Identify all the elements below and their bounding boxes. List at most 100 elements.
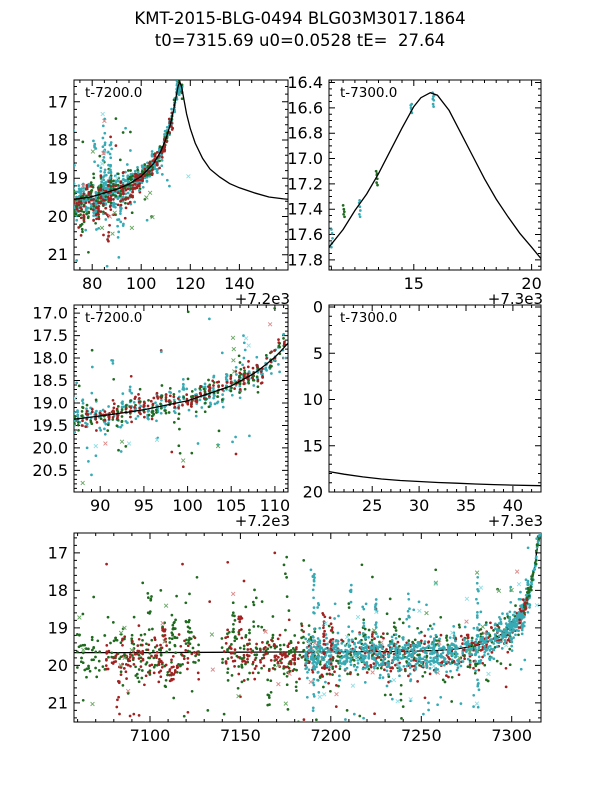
scatter-green-dots	[141, 559, 538, 722]
y-tick-label: 16.8	[287, 124, 323, 143]
axis-offset-label: +7.2e3	[235, 512, 290, 530]
scatter-red-dots	[115, 680, 121, 709]
axis-offset-label: +7.2e3	[235, 290, 290, 308]
scatter-cyan-dots	[507, 585, 513, 628]
y-tick-label: 20	[48, 656, 68, 675]
scatter-cyan-dots	[316, 602, 321, 694]
tick-marks	[74, 80, 288, 271]
scatter-green-dots	[74, 306, 286, 455]
scatter-cyan-dots	[75, 334, 277, 477]
figure-title: KMT-2015-BLG-0494 BLG03M3017.1864	[134, 9, 466, 28]
panel-label: t-7200.0	[85, 310, 142, 326]
axes-box	[328, 304, 542, 493]
scatter-red-dots	[237, 615, 244, 640]
axes-box	[73, 532, 542, 723]
scatter-cyan-dots	[348, 583, 353, 604]
model-curve	[329, 91, 541, 260]
scatter-green-dots	[186, 618, 193, 644]
y-tick-label: 17.4	[287, 200, 323, 219]
scatter-cyan-dots	[304, 546, 532, 722]
scatter-lightred-crosses	[103, 322, 273, 446]
scatter-green-dots	[75, 563, 529, 722]
scatter-green-dots	[251, 588, 258, 628]
scatter-cyan-dots	[105, 83, 182, 268]
panel-top-left: 80 100 120 140 17 18 19 20 21 +7.2e3 t-7200.0	[48, 79, 290, 308]
y-tick-label: 10	[303, 390, 323, 409]
scatter-cyan-dots	[476, 678, 481, 709]
panel-middle-left: 90 95 100 105 110 17.0 17.5 18.0 18.5 19.0 19.5 20.…	[32, 304, 290, 530]
y-tick-label: 17	[48, 543, 68, 562]
x-tick-label: 25	[362, 496, 382, 515]
scatter-cyan-dots	[93, 142, 98, 164]
x-tick-label: 7200	[310, 726, 351, 745]
scatter-cyan-dots	[309, 534, 541, 716]
x-tick-label: 15	[404, 274, 424, 293]
y-tick-label: 21	[48, 245, 68, 264]
axes-box	[73, 304, 289, 493]
scatter-cyan-dots	[409, 102, 414, 115]
scatter-lightgreen-crosses	[90, 149, 155, 236]
scatter-lightcyan-crosses	[307, 581, 540, 706]
axes-box	[328, 79, 542, 271]
panel-middle-right: 25 30 35 40 0 5 10 15 20 +7.3e3 t-7300.0	[303, 298, 543, 531]
scatter-green-dots	[79, 209, 84, 234]
scatter-green-dots	[282, 555, 289, 598]
y-tick-label: 18.0	[32, 349, 68, 368]
panel-bottom: 7100 7150 7200 7250 7300 17 18 19 20 21	[48, 532, 542, 745]
y-tick-label: 20	[48, 207, 68, 226]
scatter-cyan-dots	[311, 572, 316, 712]
y-tick-label: 19.0	[32, 394, 68, 413]
scatter-cyan-dots	[108, 141, 113, 180]
y-tick-label: 19.5	[32, 416, 68, 435]
scatter-green-dots	[525, 535, 541, 605]
y-tick-label: 20	[303, 483, 323, 502]
y-tick-label: 20.0	[32, 438, 68, 457]
y-tick-label: 0	[313, 298, 323, 317]
scatter-red-dots	[105, 551, 527, 718]
x-tick-label: 90	[90, 496, 110, 515]
panel-label: t-7200.0	[85, 85, 142, 101]
y-tick-label: 16.6	[287, 98, 323, 117]
scatter-green-dots	[231, 601, 236, 626]
scatter-green-dots	[266, 678, 273, 707]
x-tick-label: 30	[409, 496, 429, 515]
x-tick-label: 140	[224, 274, 255, 293]
x-tick-label: 120	[175, 274, 206, 293]
y-tick-label: 21	[48, 693, 68, 712]
x-tick-label: 80	[82, 274, 102, 293]
scatter-lightgreen-crosses	[77, 570, 514, 707]
y-tick-label: 17.0	[287, 149, 323, 168]
y-tick-label: 15	[303, 436, 323, 455]
panel-label: t-7300.0	[340, 310, 397, 326]
y-tick-label: 5	[313, 344, 323, 363]
axis-offset-label: +7.3e3	[488, 290, 543, 308]
y-tick-label: 17	[48, 92, 68, 111]
panel-label: t-7300.0	[340, 85, 397, 101]
y-tick-label: 17.2	[287, 174, 323, 193]
scatter-red-dots	[76, 338, 286, 469]
y-tick-label: 16.4	[287, 73, 323, 92]
scatter-green-dots	[77, 354, 243, 455]
x-tick-label: 7150	[220, 726, 261, 745]
y-tick-label: 17.8	[287, 250, 323, 269]
x-tick-label: 7300	[491, 726, 532, 745]
y-tick-label: 17.6	[287, 225, 323, 244]
x-tick-label: 40	[503, 496, 523, 515]
scatter-cyan-dots	[361, 605, 366, 635]
scatter-lightred-crosses	[514, 569, 520, 574]
model-curve	[74, 80, 288, 200]
y-tick-label: 19	[48, 618, 68, 637]
scatter-green-dots	[146, 592, 154, 631]
x-tick-label: 105	[216, 496, 247, 515]
scatter-lightgreen-crosses	[80, 335, 237, 486]
scatter-cyan-dots	[357, 198, 362, 219]
model-curve	[329, 470, 541, 487]
scatter-cyan-dots	[431, 91, 436, 108]
scatter-green-dots	[341, 204, 346, 219]
axes-box	[73, 79, 289, 271]
scatter-lightred-crosses	[80, 118, 113, 219]
scatter-cyan-dots	[475, 575, 480, 641]
x-tick-label: 95	[134, 496, 154, 515]
tick-marks	[329, 305, 542, 493]
